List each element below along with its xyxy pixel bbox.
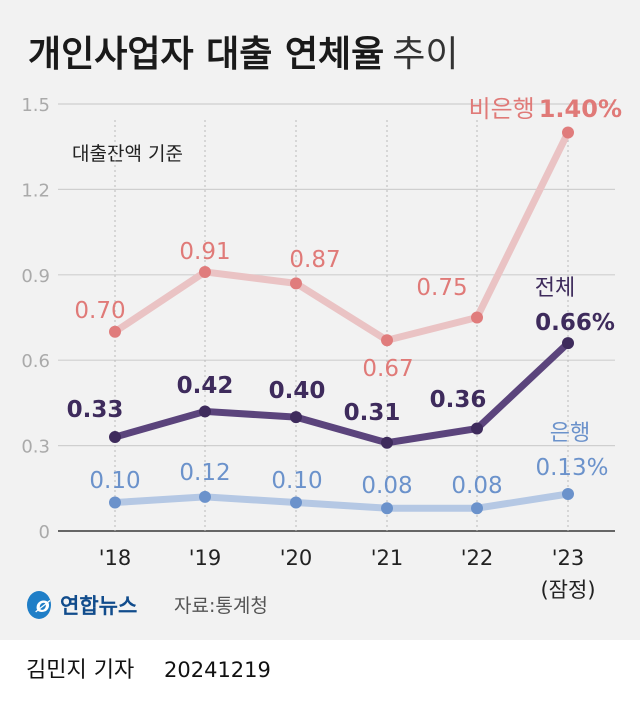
svg-text:Ø: Ø — [35, 597, 51, 616]
data-label: 0.91 — [179, 239, 230, 265]
data-point — [109, 431, 121, 444]
data-label: 0.66% — [535, 310, 615, 336]
chart-background — [0, 0, 640, 640]
y-tick-label: 0.3 — [21, 437, 50, 458]
data-label: 0.12 — [179, 460, 230, 486]
data-label: 0.08 — [451, 473, 502, 499]
data-label: 0.40 — [269, 378, 326, 404]
y-tick-label: 0.6 — [21, 351, 50, 372]
x-tick-label: '22 — [461, 546, 494, 570]
data-label: 0.42 — [177, 373, 234, 399]
series-line-0 — [111, 128, 572, 344]
data-label: 0.36 — [430, 387, 487, 413]
data-point — [199, 490, 211, 503]
data-label: 0.87 — [289, 247, 340, 273]
byline-author: 김민지 기자 — [26, 658, 134, 683]
series-name: 은행 — [550, 421, 590, 446]
data-point — [199, 265, 211, 278]
data-point — [562, 337, 574, 350]
svg-text:연합뉴스: 연합뉴스 — [60, 594, 137, 618]
x-tick-label: '18 — [99, 546, 132, 570]
data-point — [199, 405, 211, 418]
data-label: 0.70 — [74, 298, 125, 324]
data-point — [290, 411, 302, 424]
data-point — [109, 496, 121, 509]
data-point — [290, 277, 302, 290]
chart-subtitle: 대출잔액 기준 — [72, 143, 183, 165]
data-label: 0.31 — [344, 400, 401, 426]
y-tick-label: 0.9 — [21, 266, 50, 287]
series-line-2 — [111, 490, 572, 512]
series-line-1 — [111, 339, 572, 447]
data-label: 0.33 — [67, 397, 124, 423]
data-label: 0.10 — [89, 468, 140, 494]
data-point — [381, 436, 393, 449]
y-tick-label: 1.2 — [21, 180, 50, 201]
data-point — [562, 126, 574, 139]
x-tick-note: (잠정) — [540, 578, 595, 602]
data-label: 0.67 — [362, 356, 413, 382]
series-name: 비은행 — [468, 95, 534, 123]
data-label: 0.13% — [535, 455, 608, 481]
x-tick-label: '21 — [371, 546, 404, 570]
x-tick-label: '20 — [280, 546, 313, 570]
data-point — [290, 496, 302, 509]
source-text: 자료:통계청 — [174, 595, 268, 617]
data-point — [381, 334, 393, 347]
data-label: 1.40% — [539, 95, 622, 123]
data-label: 0.08 — [361, 473, 412, 499]
data-point — [109, 325, 121, 338]
data-point — [381, 502, 393, 515]
data-point — [562, 487, 574, 500]
series-name: 전체 — [535, 276, 575, 301]
logo-globe-icon — [27, 591, 51, 619]
data-point — [471, 502, 483, 515]
series-label-nonbank: 비은행 1.40% — [468, 95, 622, 123]
y-tick-label: 0 — [39, 522, 50, 543]
data-label: 0.10 — [271, 468, 322, 494]
x-tick-label: '19 — [189, 546, 222, 570]
data-label: 0.75 — [416, 275, 467, 301]
y-tick-label: 1.5 — [21, 95, 50, 116]
yonhap-logo: Ø 연합뉴스 — [27, 591, 137, 619]
chart-title: 개인사업자 대출 연체율 추이 — [28, 34, 459, 75]
data-point — [471, 311, 483, 324]
x-tick-label: '23 — [552, 546, 585, 570]
byline-date: 20241219 — [164, 658, 271, 682]
data-point — [471, 422, 483, 435]
